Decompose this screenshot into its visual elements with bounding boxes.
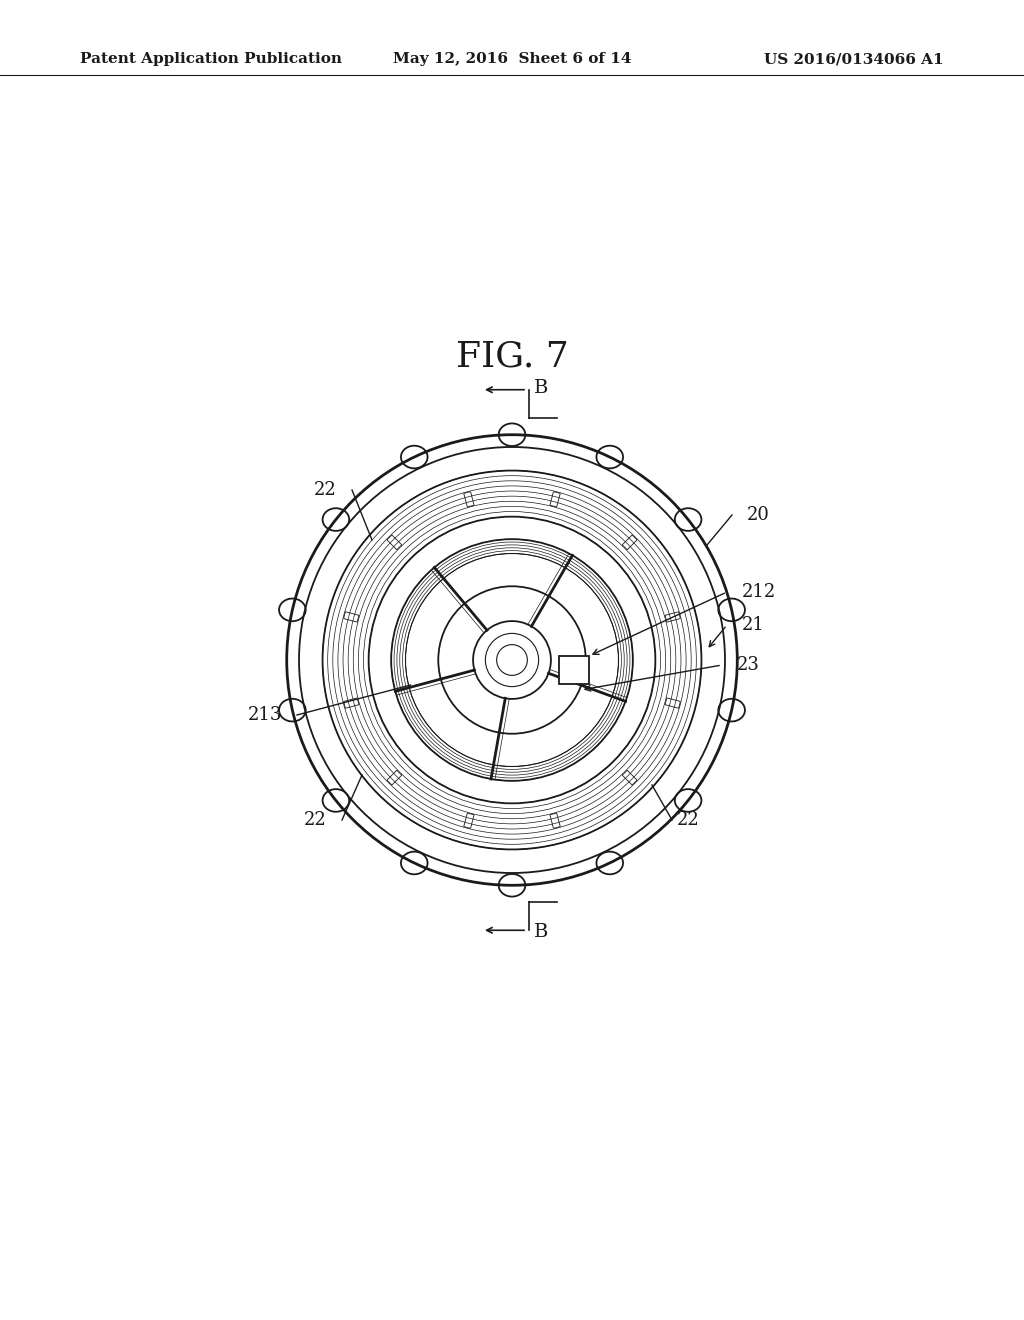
Polygon shape (559, 656, 589, 684)
Text: 23: 23 (737, 656, 760, 675)
Text: 212: 212 (742, 583, 776, 601)
Text: 22: 22 (677, 810, 699, 829)
Text: 20: 20 (746, 506, 770, 524)
Text: 21: 21 (742, 616, 765, 634)
Text: 213: 213 (248, 706, 282, 723)
Text: US 2016/0134066 A1: US 2016/0134066 A1 (764, 53, 944, 66)
Text: B: B (534, 379, 549, 397)
Text: FIG. 7: FIG. 7 (456, 339, 568, 374)
Text: 22: 22 (304, 810, 327, 829)
Text: Patent Application Publication: Patent Application Publication (80, 53, 342, 66)
Text: 22: 22 (314, 480, 337, 499)
Text: B: B (534, 923, 549, 941)
Text: May 12, 2016  Sheet 6 of 14: May 12, 2016 Sheet 6 of 14 (393, 53, 631, 66)
